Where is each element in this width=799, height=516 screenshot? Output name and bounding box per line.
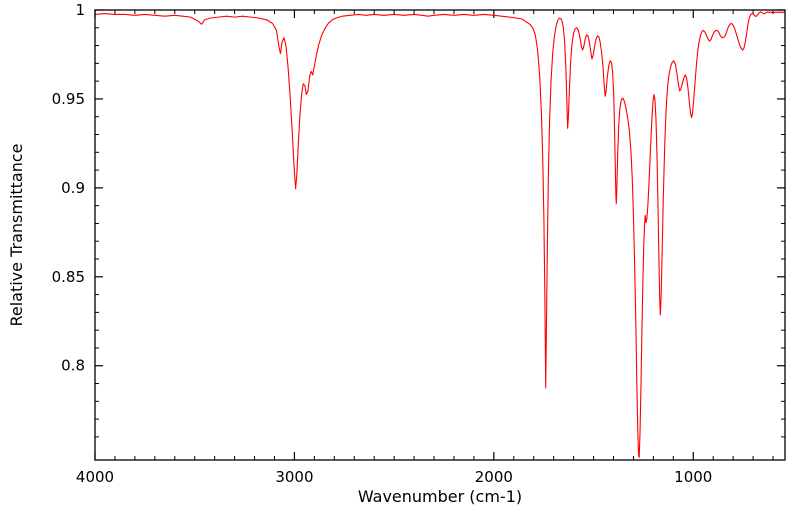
y-axis-title: Relative Transmittance <box>7 143 26 326</box>
plot-frame <box>94 9 786 461</box>
y-tick-label: 1 <box>75 1 85 19</box>
y-tick-label: 0.8 <box>61 357 85 375</box>
spectrum-line <box>94 11 785 458</box>
y-tick-label: 0.9 <box>61 179 85 197</box>
y-tick-label: 0.85 <box>52 268 85 286</box>
x-tick-label: 3000 <box>275 468 313 486</box>
y-tick-label: 0.95 <box>52 90 85 108</box>
x-tick-label: 1000 <box>674 468 712 486</box>
x-tick-label: 4000 <box>76 468 114 486</box>
x-tick-label: 2000 <box>475 468 513 486</box>
x-axis-title: Wavenumber (cm-1) <box>358 487 522 506</box>
